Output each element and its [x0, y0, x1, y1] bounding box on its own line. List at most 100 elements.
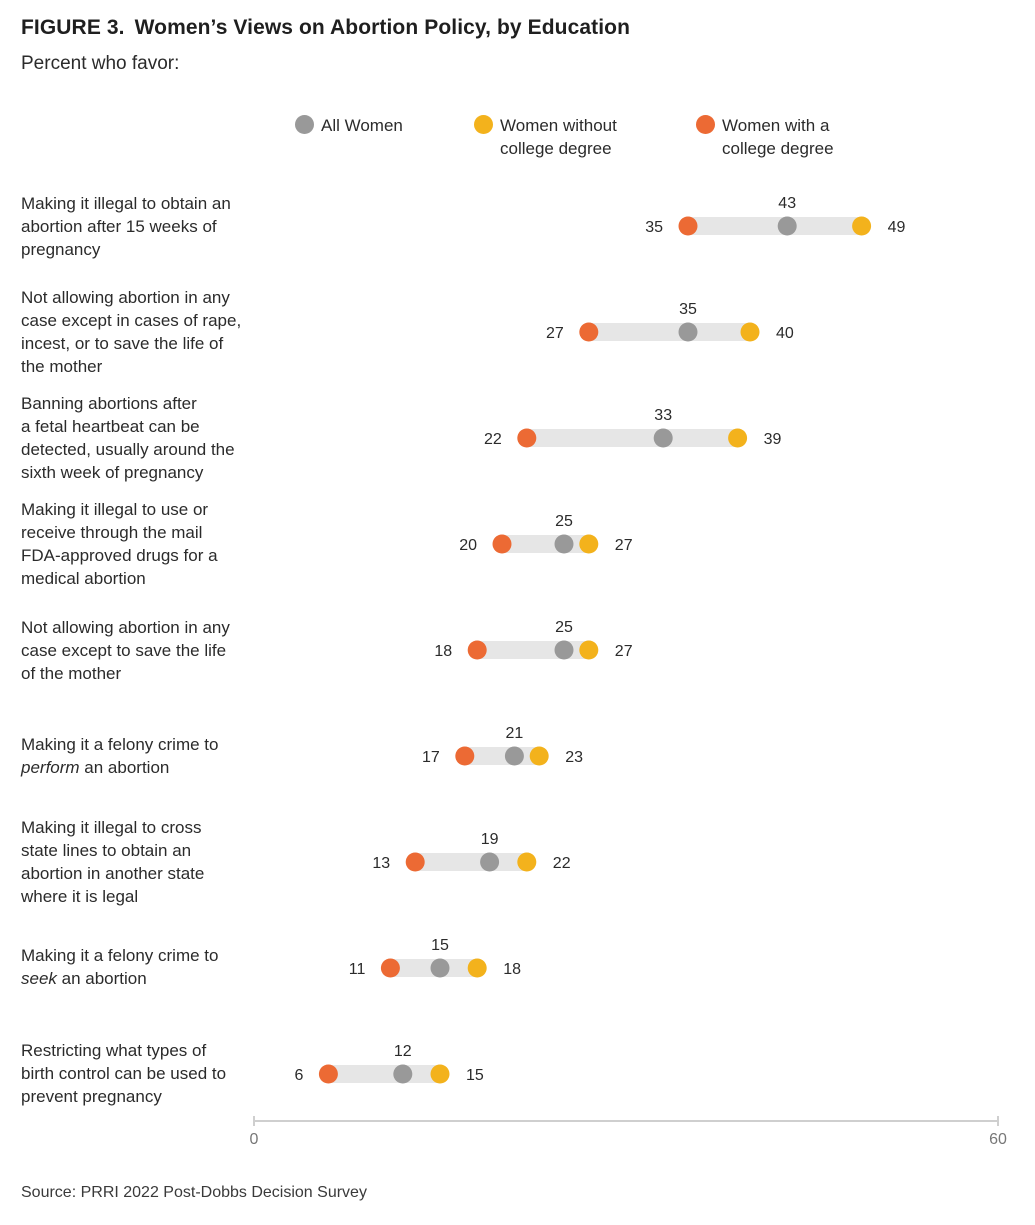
row-label-line: birth control can be used to [21, 1064, 227, 1083]
dot-no-college [579, 640, 599, 660]
row-label-line: Making it illegal to cross [21, 818, 202, 837]
dot-all-women [777, 216, 797, 236]
row-label-line: prevent pregnancy [21, 1087, 162, 1106]
row-label-line: perform an abortion [21, 758, 170, 777]
x-tick-label: 60 [989, 1131, 1007, 1148]
row-label-line: the mother [21, 357, 103, 376]
row-label-line: Not allowing abortion in any [21, 618, 230, 637]
legend-item-college: Women with a college degree [696, 114, 872, 160]
dot-college [380, 958, 400, 978]
value-label-no-college: 15 [466, 1067, 484, 1084]
legend-label: Women without college degree [500, 116, 617, 158]
figure-title-text: Women’s Views on Abortion Policy, by Edu… [134, 16, 631, 39]
row-label-line: receive through the mail [21, 523, 203, 542]
dot-college [318, 1064, 338, 1084]
value-label-college: 35 [645, 219, 663, 236]
row-label-line: Restricting what types of [21, 1041, 207, 1060]
range-bar [328, 1065, 440, 1083]
dot-college [579, 322, 599, 342]
dot-all-women [653, 428, 673, 448]
dot-college [405, 852, 425, 872]
row-label: Not allowing abortion in any case except … [21, 286, 261, 378]
dot-all-women [554, 534, 574, 554]
value-label-no-college: 40 [776, 325, 794, 342]
value-label-all-women: 12 [394, 1043, 412, 1060]
row-label-line: Not allowing abortion in any [21, 288, 230, 307]
value-label-all-women: 21 [506, 725, 524, 742]
row-label: Making it illegal to use or receive throu… [21, 498, 261, 590]
row-label: Making it a felony crime to perform an ab… [21, 733, 261, 779]
figure-title: FIGURE 3. Women’s Views on Abortion Polic… [21, 16, 630, 40]
row-label-line: Making it illegal to obtain an [21, 194, 231, 213]
value-label-college: 13 [372, 855, 390, 872]
value-label-no-college: 22 [553, 855, 571, 872]
row-label-line: abortion after 15 weeks of [21, 217, 217, 236]
value-label-college: 18 [434, 643, 452, 660]
dot-all-women [480, 852, 500, 872]
row-label: Making it a felony crime to seek an abort… [21, 944, 261, 990]
dot-no-college [740, 322, 760, 342]
dot-no-college [728, 428, 748, 448]
range-bar [526, 429, 738, 447]
dot-college [467, 640, 487, 660]
legend-item-all-women: All Women [295, 114, 471, 137]
row-label: Making it illegal to cross state lines to… [21, 816, 261, 908]
legend-label: All Women [321, 116, 403, 135]
range-bar [464, 747, 540, 765]
value-label-college: 17 [422, 749, 440, 766]
figure-subtitle: Percent who favor: [21, 53, 180, 74]
row-label-line: incest, or to save the life of [21, 334, 224, 353]
dot-all-women [554, 640, 574, 660]
row-label-line: Banning abortions after [21, 394, 197, 413]
row-label-line: case except to save the life [21, 641, 227, 660]
value-label-college: 6 [294, 1067, 303, 1084]
row-label-line: sixth week of pregnancy [21, 463, 204, 482]
value-label-no-college: 49 [888, 219, 906, 236]
row-label-line: of the mother [21, 664, 122, 683]
value-label-college: 20 [459, 537, 477, 554]
dot-all-women [504, 746, 524, 766]
dot-all-women [678, 322, 698, 342]
figure-number: FIGURE 3. [21, 16, 125, 39]
value-label-all-women: 25 [555, 513, 573, 530]
dot-college [517, 428, 537, 448]
value-label-no-college: 23 [565, 749, 583, 766]
dot-college [492, 534, 512, 554]
value-label-no-college: 27 [615, 537, 633, 554]
range-bar [502, 535, 589, 553]
dot-all-women [393, 1064, 413, 1084]
row-label: Restricting what types of birth control c… [21, 1039, 261, 1108]
legend-dot-no-college [474, 115, 493, 134]
row-label-line: Making it illegal to use or [21, 500, 209, 519]
row-label-line: detected, usually around the [21, 440, 235, 459]
range-bar [588, 323, 750, 341]
range-bar [415, 853, 527, 871]
value-label-all-women: 19 [481, 831, 499, 848]
dot-no-college [467, 958, 487, 978]
value-label-no-college: 39 [764, 431, 782, 448]
value-label-all-women: 33 [654, 407, 672, 424]
dot-all-women [430, 958, 450, 978]
row-label: Banning abortions after a fetal heartbeat… [21, 392, 261, 484]
value-label-all-women: 43 [778, 195, 796, 212]
row-label-line: pregnancy [21, 240, 101, 259]
dot-no-college [430, 1064, 450, 1084]
row-label-line: medical abortion [21, 569, 146, 588]
source-note: Source: PRRI 2022 Post-Dobbs Decision Su… [21, 1184, 367, 1201]
row-label-line: state lines to obtain an [21, 841, 192, 860]
x-tick-label: 0 [250, 1131, 259, 1148]
row-label-line: abortion in another state [21, 864, 205, 883]
value-label-college: 27 [546, 325, 564, 342]
range-bar [688, 217, 862, 235]
dot-no-college [579, 534, 599, 554]
value-label-no-college: 18 [503, 961, 521, 978]
row-label-line: seek an abortion [21, 969, 147, 988]
legend-label: Women with a college degree [722, 116, 834, 158]
row-label: Making it illegal to obtain an abortion a… [21, 192, 261, 261]
legend-item-no-college: Women without college degree [474, 114, 650, 160]
row-label-line: Making it a felony crime to [21, 735, 219, 754]
value-label-no-college: 27 [615, 643, 633, 660]
dot-college [455, 746, 475, 766]
value-label-all-women: 15 [431, 937, 449, 954]
